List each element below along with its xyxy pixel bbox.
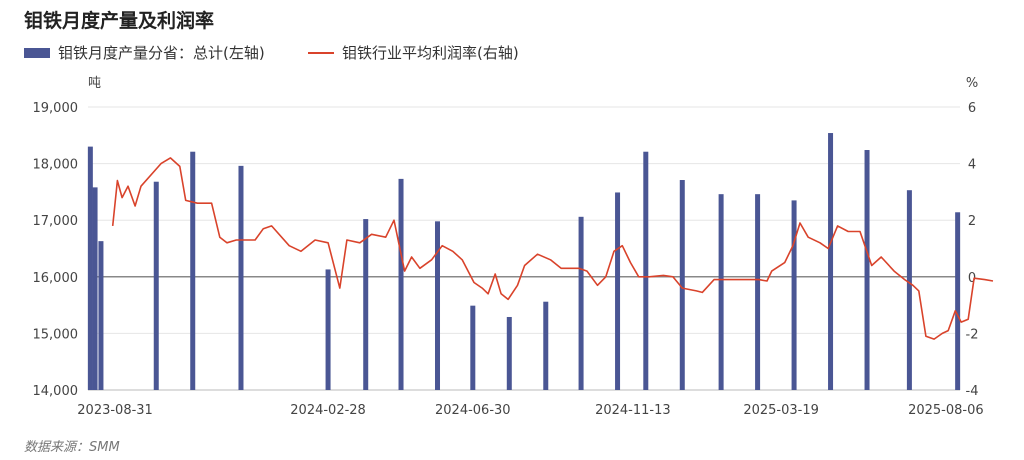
legend-item-profit-margin[interactable]: 钼铁行业平均利润率(右轴): [308, 42, 519, 63]
production-bar: [543, 301, 549, 390]
y-right-tick-label: 2: [968, 214, 976, 229]
y-right-tick-label: 4: [968, 158, 976, 173]
y-left-tick-label: 18,000: [33, 158, 79, 173]
production-bar: [578, 216, 584, 390]
production-bar: [435, 221, 441, 390]
production-bar: [955, 212, 961, 390]
production-bar: [679, 180, 685, 390]
production-bar: [92, 187, 98, 390]
production-bar: [470, 305, 476, 390]
y-right-tick-label: -2: [966, 327, 979, 342]
production-bar: [864, 150, 870, 390]
production-bar: [906, 190, 912, 390]
profit-margin-line: [111, 157, 994, 340]
production-bar: [153, 181, 159, 390]
production-bar: [98, 241, 104, 390]
production-bar: [190, 151, 196, 390]
production-bar: [363, 219, 369, 390]
y-right-unit-label: %: [966, 76, 978, 91]
x-tick-label: 2025-03-19: [743, 403, 819, 418]
chart-title: 钼铁月度产量及利润率: [24, 10, 215, 32]
y-left-tick-label: 19,000: [33, 101, 79, 116]
data-source-note: 数据来源：SMM: [24, 440, 120, 455]
production-bar: [643, 151, 649, 390]
production-bar: [755, 194, 761, 390]
production-bar: [398, 178, 404, 390]
production-bar: [615, 192, 621, 390]
y-right-tick-label: -4: [966, 384, 979, 399]
production-bar: [506, 316, 512, 390]
production-bar: [718, 194, 724, 390]
production-bar: [238, 165, 244, 390]
x-tick-label: 2024-06-30: [435, 403, 511, 418]
production-bar: [325, 269, 331, 390]
y-left-unit-label: 吨: [88, 76, 101, 91]
legend-item-production[interactable]: 钼铁月度产量分省：总计(左轴): [24, 42, 265, 63]
legend-line-swatch: [308, 51, 334, 54]
y-right-tick-label: 0: [968, 271, 976, 286]
production-bar: [791, 200, 797, 390]
legend-label-production: 钼铁月度产量分省：总计(左轴): [58, 44, 265, 62]
x-tick-label: 2025-08-06: [908, 403, 984, 418]
x-tick-label: 2024-11-13: [595, 403, 671, 418]
y-left-tick-label: 14,000: [33, 384, 79, 399]
y-left-tick-label: 15,000: [33, 327, 79, 342]
production-bar: [828, 133, 834, 390]
x-tick-label: 2023-08-31: [77, 403, 153, 418]
y-left-tick-label: 17,000: [33, 214, 79, 229]
y-right-tick-label: 6: [968, 101, 976, 116]
y-left-tick-label: 16,000: [33, 271, 79, 286]
x-tick-label: 2024-02-28: [290, 403, 366, 418]
production-bar: [87, 146, 93, 390]
legend-bar-swatch: [24, 47, 50, 58]
legend-label-profit-margin: 钼铁行业平均利润率(右轴): [342, 44, 519, 62]
